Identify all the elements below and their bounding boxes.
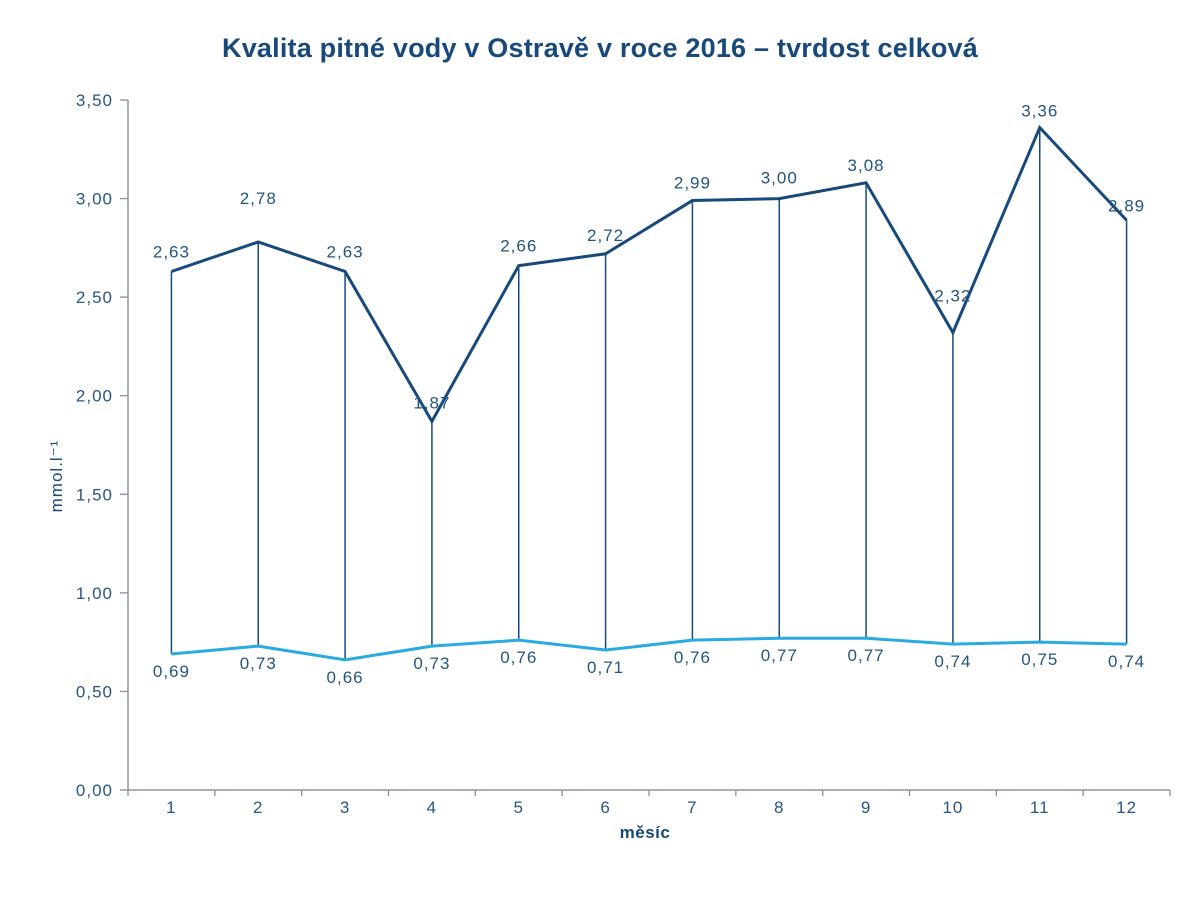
x-category-label: 1 [166,798,176,817]
data-label-lower: 0,69 [153,662,190,681]
data-label-upper: 2,78 [240,189,277,208]
y-tick-label: 2,00 [76,387,113,406]
y-tick-label: 2,50 [76,288,113,307]
data-label-lower: 0,75 [1021,650,1058,669]
data-label-upper: 3,08 [848,156,885,175]
x-category-label: 10 [942,798,963,817]
data-label-lower: 0,66 [327,668,364,687]
data-label-upper: 2,32 [934,287,971,306]
data-label-lower: 0,71 [587,658,624,677]
data-label-upper: 2,89 [1108,196,1145,215]
data-label-lower: 0,74 [934,652,971,671]
x-category-label: 4 [427,798,437,817]
x-category-label: 12 [1116,798,1137,817]
x-category-label: 11 [1030,798,1050,817]
y-tick-label: 1,00 [76,584,113,603]
x-category-label: 6 [600,798,610,817]
x-category-label: 5 [514,798,524,817]
series-line-upper [170,124,1128,425]
y-tick-label: 0,50 [76,682,113,701]
data-label-lower: 0,77 [761,646,798,665]
y-tick-label: 0,00 [76,781,113,800]
series-line-lower [171,636,1127,662]
data-label-lower: 0,73 [240,654,277,673]
x-category-label: 2 [253,798,263,817]
x-category-label: 9 [861,798,871,817]
x-category-label: 3 [340,798,350,817]
data-label-upper: 3,00 [761,169,798,188]
data-label-lower: 0,74 [1108,652,1145,671]
data-label-lower: 0,76 [500,648,537,667]
chart-title: Kvalita pitné vody v Ostravě v roce 2016… [222,33,978,63]
data-label-upper: 1,87 [413,393,450,412]
data-label-lower: 0,73 [413,654,450,673]
data-label-lower: 0,77 [848,646,885,665]
data-label-upper: 2,66 [500,237,537,256]
data-label-upper: 2,63 [327,243,364,262]
x-category-label: 7 [687,798,697,817]
x-category-label: 8 [774,798,784,817]
data-label-upper: 2,99 [674,174,711,193]
y-axis-title: mmol.l⁻¹ [47,440,66,513]
data-label-lower: 0,76 [674,648,711,667]
x-axis-title: měsíc [620,823,671,842]
data-label-upper: 2,63 [153,243,190,262]
y-tick-label: 1,50 [76,485,113,504]
y-tick-label: 3,50 [76,91,113,110]
y-tick-label: 3,00 [76,190,113,209]
data-label-upper: 3,36 [1021,102,1058,121]
data-label-upper: 2,72 [587,226,624,245]
